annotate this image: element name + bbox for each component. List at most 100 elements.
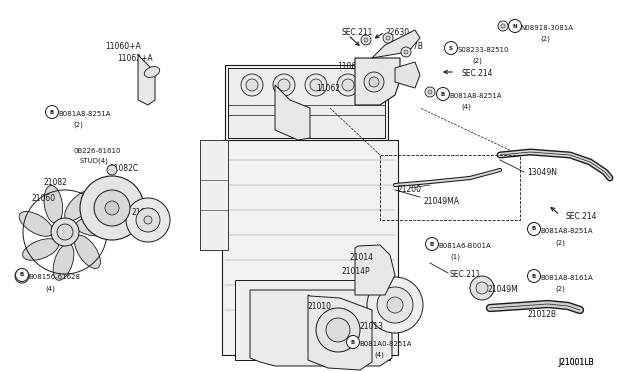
Text: 21012B: 21012B (527, 310, 556, 319)
Circle shape (470, 276, 494, 300)
Polygon shape (395, 62, 420, 88)
Circle shape (387, 297, 403, 313)
Text: 21051: 21051 (131, 208, 155, 217)
Circle shape (45, 106, 58, 119)
Circle shape (126, 198, 170, 242)
Circle shape (425, 87, 435, 97)
Text: B: B (50, 109, 54, 115)
Circle shape (273, 74, 295, 96)
Text: B: B (532, 273, 536, 279)
Text: (2): (2) (540, 36, 550, 42)
Circle shape (342, 79, 354, 91)
Text: (2): (2) (472, 58, 482, 64)
Text: SEC.211: SEC.211 (450, 270, 481, 279)
Text: (2): (2) (73, 122, 83, 128)
Circle shape (428, 90, 432, 94)
Circle shape (305, 74, 327, 96)
Text: B081A8-8251A: B081A8-8251A (540, 228, 593, 234)
Circle shape (367, 277, 423, 333)
Circle shape (326, 318, 350, 342)
Circle shape (57, 224, 73, 240)
Circle shape (107, 165, 117, 175)
Text: B: B (532, 227, 536, 231)
Text: 11060: 11060 (337, 62, 361, 71)
Circle shape (278, 79, 290, 91)
Circle shape (246, 79, 258, 91)
Text: 13049N: 13049N (527, 168, 557, 177)
Text: (1): (1) (450, 254, 460, 260)
Circle shape (364, 38, 368, 42)
Circle shape (426, 237, 438, 250)
Circle shape (377, 287, 413, 323)
Text: SEC.211: SEC.211 (341, 28, 372, 37)
Text: B: B (26, 275, 30, 279)
Polygon shape (225, 65, 388, 145)
Text: SEC.214: SEC.214 (566, 212, 598, 221)
Polygon shape (228, 68, 385, 138)
Text: J21001LB: J21001LB (558, 358, 594, 367)
Text: 11060+A: 11060+A (105, 42, 141, 51)
Text: B081A8-8161A: B081A8-8161A (540, 275, 593, 281)
Text: S: S (449, 45, 453, 51)
Text: B081A8-8251A: B081A8-8251A (449, 93, 502, 99)
Circle shape (105, 201, 119, 215)
Circle shape (337, 74, 359, 96)
Ellipse shape (53, 244, 74, 280)
Circle shape (94, 190, 130, 226)
Text: 21013: 21013 (360, 322, 384, 331)
Text: B081A8-8251A: B081A8-8251A (58, 111, 111, 117)
Text: (4): (4) (461, 104, 471, 110)
Ellipse shape (65, 190, 94, 221)
Text: (4): (4) (374, 352, 384, 359)
Circle shape (527, 222, 541, 235)
Text: 21049MA: 21049MA (423, 197, 459, 206)
Circle shape (501, 24, 505, 28)
Polygon shape (138, 55, 155, 105)
Text: STUD(4): STUD(4) (80, 158, 109, 164)
Text: 21060: 21060 (32, 194, 56, 203)
Circle shape (15, 269, 29, 282)
Polygon shape (250, 290, 392, 366)
Circle shape (401, 47, 411, 57)
Circle shape (364, 72, 384, 92)
Text: B: B (351, 340, 355, 344)
Ellipse shape (19, 211, 53, 236)
Text: 21200: 21200 (397, 185, 421, 194)
Text: 21014: 21014 (349, 253, 373, 262)
Text: (2): (2) (555, 286, 565, 292)
Circle shape (15, 269, 29, 283)
Circle shape (527, 269, 541, 282)
Text: SEC.27B: SEC.27B (391, 42, 423, 51)
Polygon shape (200, 140, 228, 250)
Text: B081A0-8251A: B081A0-8251A (359, 341, 412, 347)
Text: SEC.214: SEC.214 (461, 69, 493, 78)
Text: N: N (513, 23, 517, 29)
Circle shape (436, 87, 449, 100)
Circle shape (316, 308, 360, 352)
Text: 11062+A: 11062+A (117, 54, 152, 63)
Polygon shape (308, 295, 372, 370)
Circle shape (386, 36, 390, 40)
Circle shape (361, 35, 371, 45)
Circle shape (476, 282, 488, 294)
Polygon shape (355, 58, 400, 105)
Circle shape (241, 74, 263, 96)
Text: 21082C: 21082C (109, 164, 138, 173)
Text: B081A6-B001A: B081A6-B001A (438, 243, 491, 249)
Text: 22630: 22630 (386, 28, 410, 37)
Text: B08156-61628: B08156-61628 (28, 274, 80, 280)
Text: N08918-3081A: N08918-3081A (520, 25, 573, 31)
Text: 0B226-61610: 0B226-61610 (74, 148, 122, 154)
Circle shape (369, 77, 379, 87)
Circle shape (80, 176, 144, 240)
Polygon shape (355, 245, 395, 295)
Polygon shape (235, 280, 390, 360)
Circle shape (310, 79, 322, 91)
Polygon shape (275, 85, 310, 140)
Ellipse shape (144, 67, 160, 77)
Text: 21014P: 21014P (342, 267, 371, 276)
Circle shape (346, 336, 360, 349)
Text: (2): (2) (555, 239, 565, 246)
Circle shape (51, 218, 79, 246)
Polygon shape (222, 140, 398, 355)
